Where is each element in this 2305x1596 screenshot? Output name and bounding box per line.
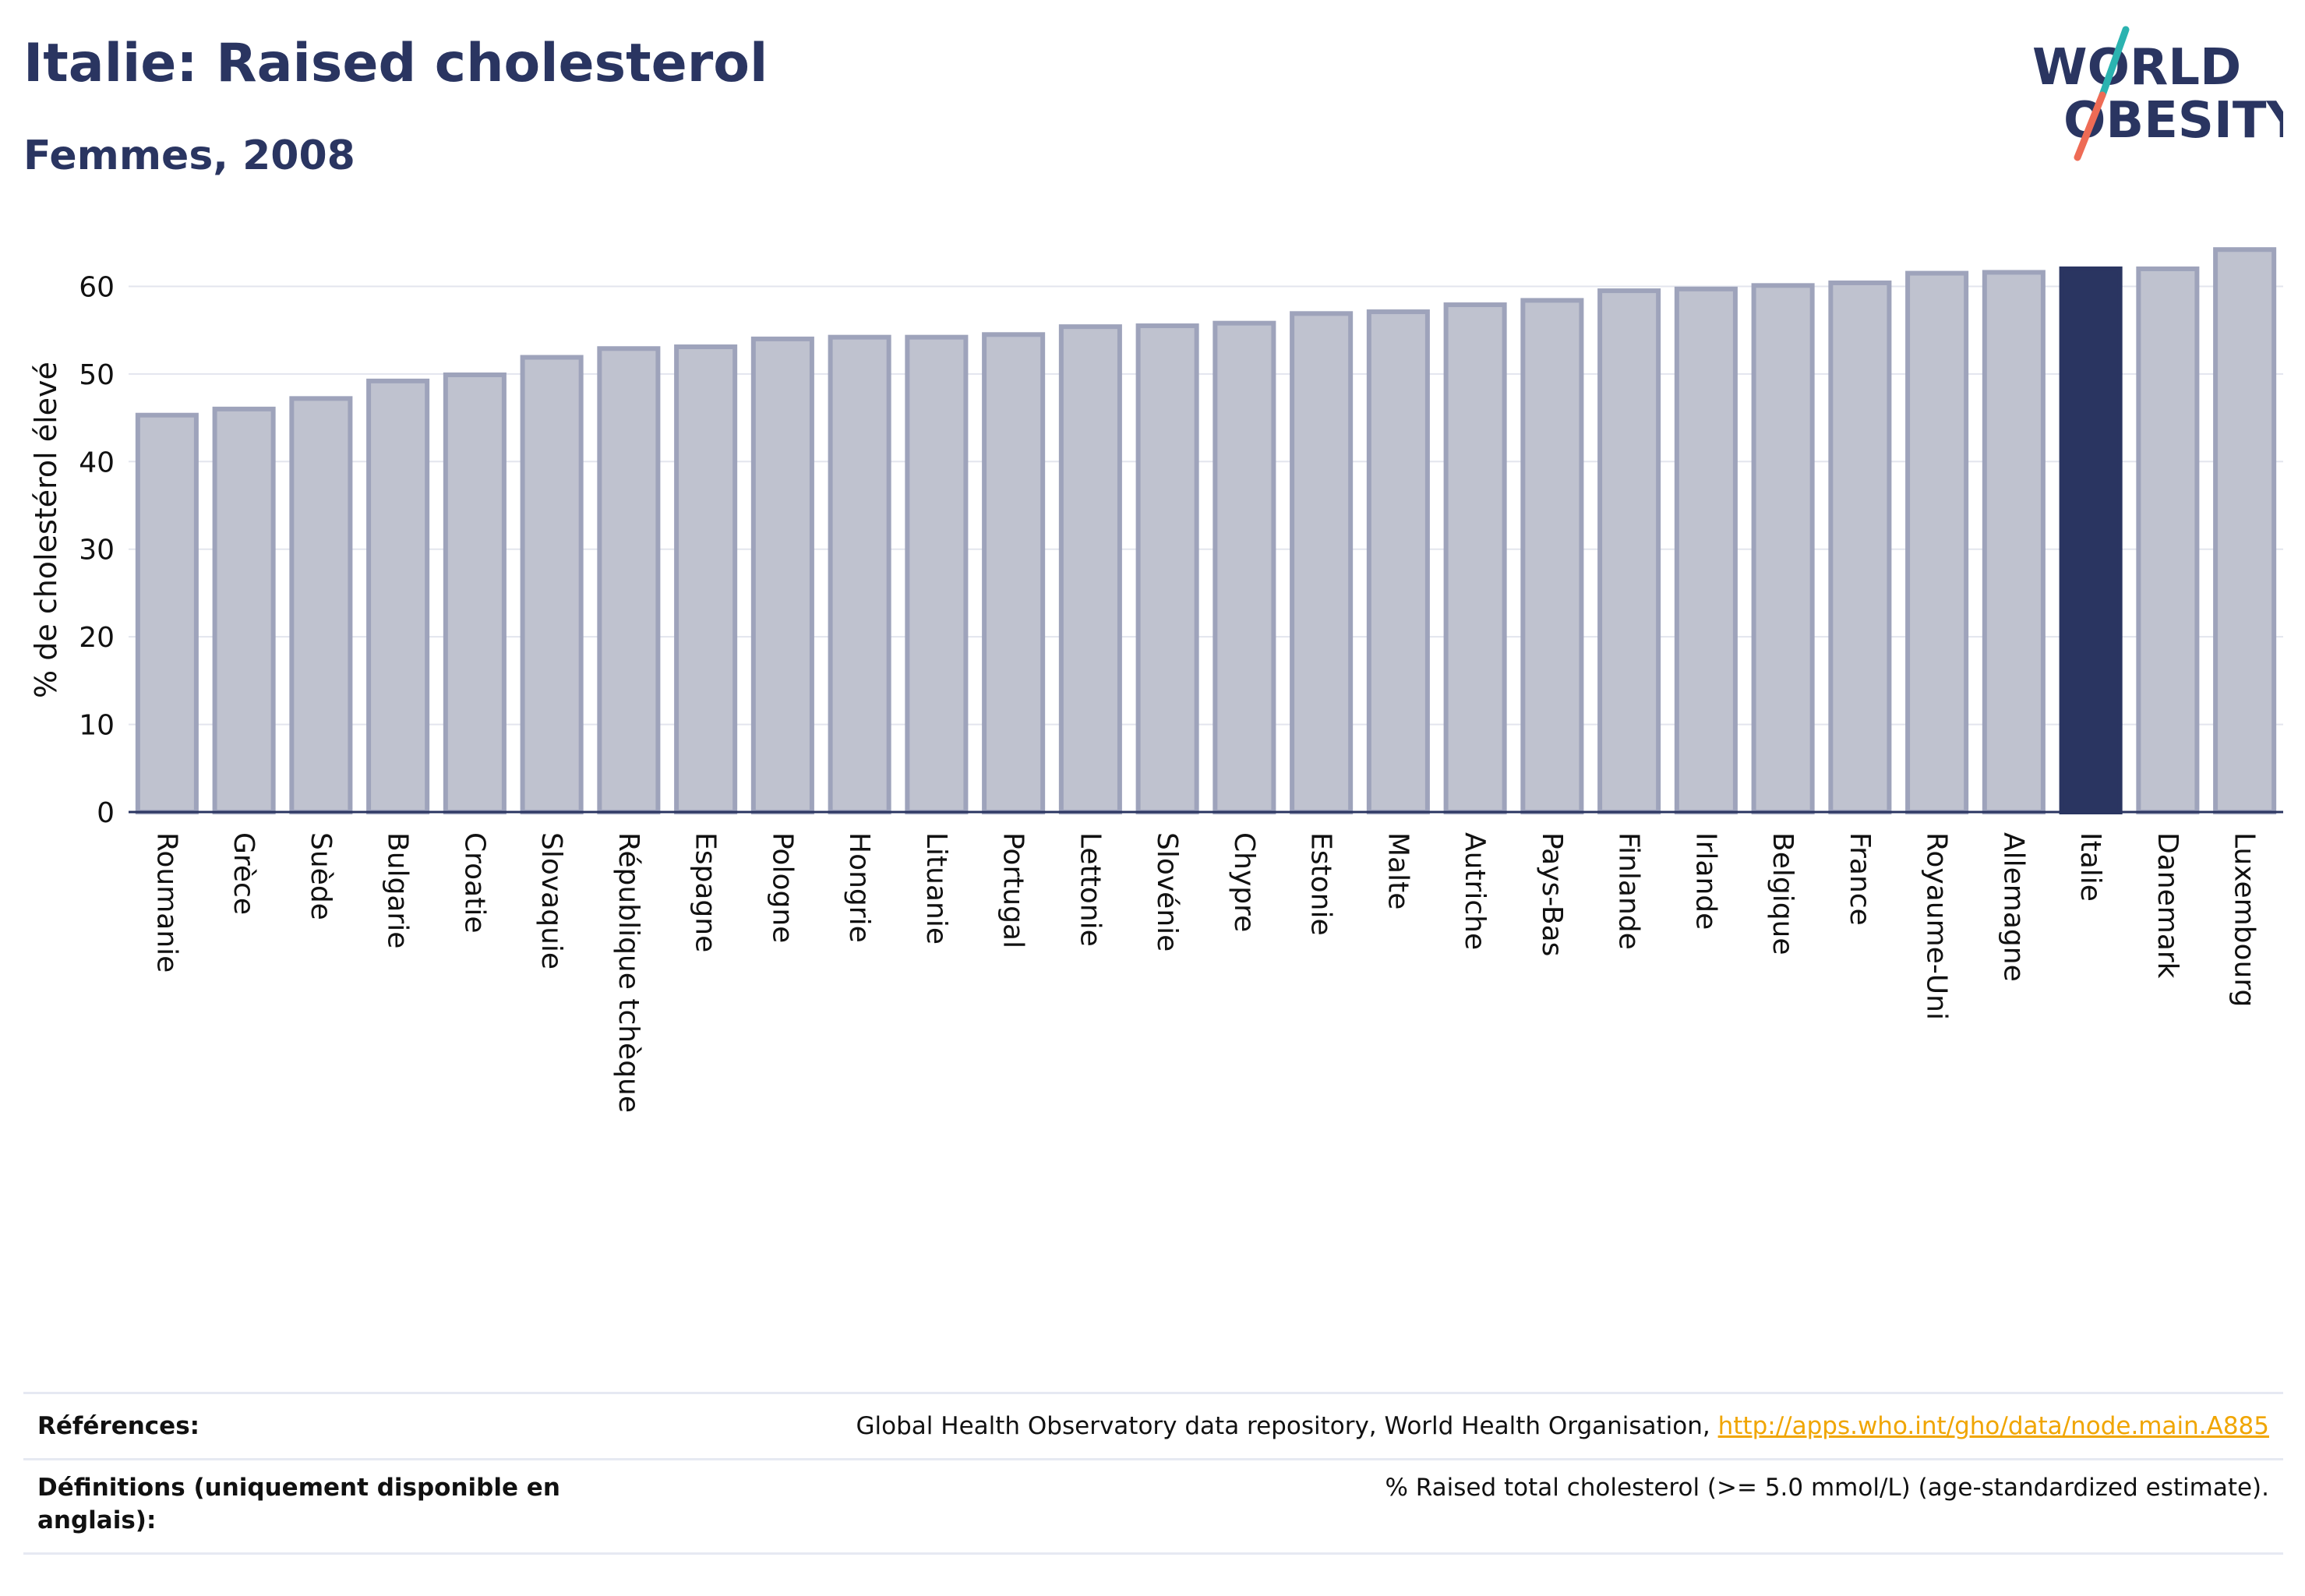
bar-croatie <box>443 373 507 814</box>
bar-espagne <box>674 344 738 814</box>
y-tick-label: 60 <box>79 271 115 303</box>
x-tick-label: France <box>1844 832 1876 926</box>
chart-title: Italie: Raised cholesterol <box>23 33 768 94</box>
bar-slovénie <box>1135 323 1199 814</box>
x-tick-label: Bulgarie <box>382 832 414 948</box>
x-tick-label: Danemark <box>2151 832 2183 979</box>
x-tick-label: Allemagne <box>1997 832 2029 982</box>
y-tick-label: 10 <box>79 710 115 742</box>
bar-allemagne <box>1982 270 2046 814</box>
bar-danemark <box>2136 266 2200 814</box>
bar-chart: 0 10 20 30 40 50 60 Roumanie Grèce Suède Bulgarie C… <box>29 247 2283 1113</box>
x-tick-label: Irlande <box>1689 832 1721 930</box>
x-tick-label: Lettonie <box>1074 832 1106 947</box>
x-tick-label: Royaume-Uni <box>1921 832 1953 1020</box>
x-tick-label: Portugal <box>997 832 1029 948</box>
bar-royaume-uni <box>1905 270 1969 815</box>
bar-italie <box>2059 266 2123 814</box>
bar-luxembourg <box>2213 247 2277 814</box>
x-tick-label: Croatie <box>458 832 490 934</box>
bars-layer <box>135 247 2277 815</box>
x-tick-label: Grèce <box>228 832 259 915</box>
bar-autriche <box>1443 302 1507 814</box>
logo-slash-teal <box>2099 26 2130 99</box>
bar-grèce <box>212 406 276 814</box>
bar-lituanie <box>905 334 969 815</box>
x-tick-label: Luxembourg <box>2229 832 2261 1007</box>
labels-layer: 0 10 20 30 40 50 60 Roumanie Grèce Suède Bulgarie C… <box>79 271 2260 1113</box>
logo-slash-coral <box>2074 91 2106 161</box>
bar-pays-bas <box>1520 298 1584 814</box>
references-value: Global Health Observatory data repositor… <box>856 1410 2269 1442</box>
y-tick-label: 30 <box>79 535 115 567</box>
bar-irlande <box>1674 286 1738 814</box>
bar-portugal <box>982 332 1046 814</box>
bar-belgique <box>1751 283 1815 814</box>
x-tick-label: Belgique <box>1767 832 1798 955</box>
x-tick-label: Chypre <box>1228 832 1260 932</box>
definitions-row: Définitions (uniquement disponible en an… <box>23 1458 2283 1555</box>
x-tick-label: Espagne <box>690 832 722 952</box>
y-tick-label: 40 <box>79 447 115 478</box>
x-tick-label: Lituanie <box>920 832 952 945</box>
x-tick-label: Italie <box>2074 832 2106 902</box>
chart-subtitle: Femmes, 2008 <box>23 132 355 179</box>
definitions-value: % Raised total cholesterol (>= 5.0 mmol/… <box>1385 1474 2269 1502</box>
bar-malte <box>1366 309 1430 815</box>
bar-estonie <box>1290 311 1354 815</box>
logo-text-world: WORLD <box>2032 39 2241 97</box>
x-tick-label: Autriche <box>1459 832 1491 950</box>
references-text: Global Health Observatory data repositor… <box>856 1412 1718 1440</box>
x-tick-label: Hongrie <box>843 832 875 943</box>
x-tick-label: Malte <box>1382 832 1414 909</box>
x-tick-label: Suède <box>305 832 337 920</box>
bar-chypre <box>1213 320 1276 814</box>
x-tick-label: Pays-Bas <box>1536 832 1568 956</box>
bar-lettonie <box>1058 324 1122 815</box>
y-tick-label: 20 <box>79 622 115 654</box>
y-axis-label: % de cholestérol élevé <box>29 362 63 698</box>
bar-pologne <box>750 336 814 814</box>
references-panel: Références: Global Health Observatory da… <box>23 1392 2283 1555</box>
y-tick-label: 50 <box>79 359 115 391</box>
x-tick-label: Estonie <box>1305 832 1337 936</box>
world-obesity-logo: WORLD OBESITY <box>2032 26 2283 161</box>
bar-république-tchèque <box>597 346 661 814</box>
bar-bulgarie <box>366 378 430 814</box>
y-tick-label: 0 <box>97 797 115 829</box>
bar-roumanie <box>135 412 199 815</box>
references-row: Références: Global Health Observatory da… <box>23 1392 2283 1458</box>
x-tick-label: Roumanie <box>150 832 182 973</box>
x-tick-label: Slovénie <box>1151 832 1183 952</box>
x-tick-label: Finlande <box>1613 832 1645 950</box>
bar-hongrie <box>828 334 891 815</box>
bar-finlande <box>1597 288 1661 814</box>
bar-france <box>1828 280 1892 814</box>
bar-slovaquie <box>520 355 584 814</box>
references-link[interactable]: http://apps.who.int/gho/data/node.main.A… <box>1717 1412 2269 1440</box>
references-label: Références: <box>37 1412 200 1440</box>
bar-suède <box>289 396 353 814</box>
x-tick-label: Pologne <box>766 832 798 943</box>
definitions-label: Définitions (uniquement disponible en an… <box>37 1474 560 1534</box>
x-tick-label: Slovaquie <box>535 832 567 969</box>
x-tick-label: République tchèque <box>612 832 644 1113</box>
